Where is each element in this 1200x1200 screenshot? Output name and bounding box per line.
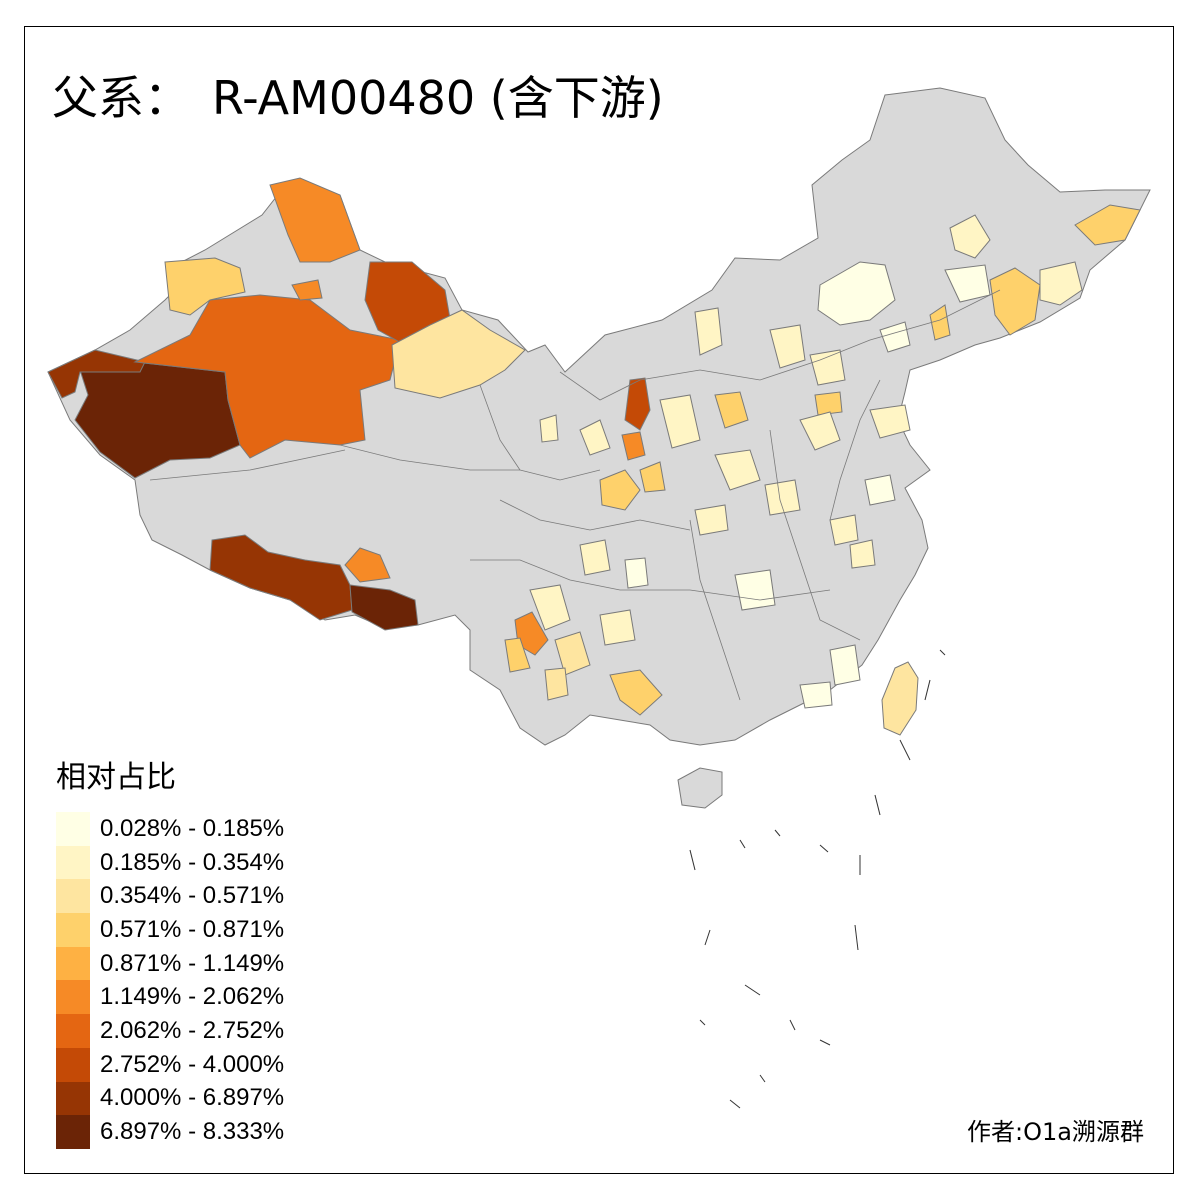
hainan-island — [677, 767, 723, 809]
region-baotou — [694, 307, 723, 356]
legend-label: 0.871% - 1.149% — [100, 949, 285, 977]
region-shandong-west — [799, 411, 841, 451]
legend-swatch — [56, 812, 90, 846]
title-main: R-AM00480 (含下游) — [212, 71, 664, 125]
region-liaoning-west — [929, 304, 951, 341]
region-shanxi-north — [714, 391, 749, 429]
legend-swatch — [56, 946, 90, 981]
legend-label: 0.028% - 0.185% — [100, 814, 285, 842]
legend-item: 0.185% - 0.354% — [56, 845, 285, 880]
region-yunnan-central — [554, 631, 591, 676]
region-gansu-central — [579, 419, 611, 456]
region-jiangsu-central — [864, 474, 896, 506]
legend-item: 2.752% - 4.000% — [56, 1047, 285, 1082]
region-guangdong — [799, 681, 833, 709]
region-anhui — [829, 514, 859, 546]
region-guangxi-west — [609, 669, 663, 716]
legend: 相对占比 0.028% - 0.185% 0.185% - 0.354% 0.354… — [56, 752, 284, 1149]
legend-item: 1.149% - 2.062% — [56, 980, 285, 1015]
region-aksu-bayingol — [133, 294, 401, 459]
legend-label: 4.000% - 6.897% — [100, 1084, 285, 1112]
legend-item: 0.028% - 0.185% — [56, 812, 284, 846]
legend-item: 4.000% - 6.897% — [56, 1081, 285, 1116]
title-prefix: 父系： — [52, 71, 190, 125]
region-sichuan-west — [529, 584, 571, 631]
region-sichuan-central — [579, 539, 611, 576]
legend-item: 6.897% - 8.333% — [56, 1115, 284, 1149]
region-guizhou — [599, 609, 636, 646]
region-liaoning-north — [1039, 261, 1083, 306]
taiwan-island — [881, 661, 919, 736]
legend-item: 0.871% - 1.149% — [56, 946, 285, 981]
region-jiangsu-south — [849, 539, 876, 569]
legend-swatch — [56, 913, 90, 947]
legend-swatch — [56, 845, 90, 880]
region-shannan — [349, 584, 419, 631]
legend-item: 2.062% - 2.752% — [56, 1014, 284, 1048]
region-hubei-north — [694, 504, 729, 536]
region-hebei-west — [769, 324, 806, 369]
region-lhasa — [344, 547, 391, 583]
region-haixi — [391, 309, 526, 399]
region-yunnan-west — [504, 637, 531, 673]
region-ili — [164, 257, 246, 316]
legend-swatch — [56, 1047, 90, 1082]
region-hunan — [734, 569, 776, 611]
region-shaanxi-east — [639, 461, 666, 493]
legend-label: 0.571% - 0.871% — [100, 915, 285, 943]
legend-item: 0.571% - 0.871% — [56, 913, 284, 947]
south-sea-islands — [689, 649, 946, 1109]
province-borders — [149, 289, 1001, 701]
region-hebei-central — [814, 391, 843, 416]
region-gansu-south — [539, 414, 559, 443]
region-kizilsu — [47, 349, 146, 399]
region-shandong-east — [869, 404, 911, 439]
region-ningxia — [621, 431, 646, 461]
legend-label: 1.149% - 2.062% — [100, 983, 285, 1011]
region-chongqing — [624, 557, 649, 589]
legend-label: 2.752% - 4.000% — [100, 1050, 285, 1078]
legend-label: 0.354% - 0.571% — [100, 882, 285, 910]
region-henan-central — [764, 479, 801, 516]
legend-swatch — [56, 1014, 90, 1048]
region-fujian — [829, 644, 861, 686]
legend-swatch — [56, 980, 90, 1015]
legend-swatch — [56, 1115, 90, 1149]
legend-rows: 0.028% - 0.185% 0.185% - 0.354% 0.354% - 0… — [56, 812, 284, 1149]
region-henan-north — [714, 449, 761, 491]
author-credit: 作者:O1a溯源群 — [967, 1118, 1144, 1146]
region-altay — [269, 177, 361, 263]
legend-title: 相对占比 — [56, 760, 176, 795]
region-ordos — [624, 377, 651, 431]
region-heilongjiang-east — [1074, 204, 1141, 246]
legend-swatch — [56, 879, 90, 914]
legend-swatch — [56, 1081, 90, 1116]
region-beijing-area — [809, 349, 846, 386]
region-turpan — [291, 279, 323, 301]
region-inner-mongolia-east — [817, 261, 896, 326]
legend-label: 6.897% - 8.333% — [100, 1118, 285, 1146]
region-jilin-central — [989, 267, 1041, 336]
region-shanxi-central — [659, 394, 701, 449]
legend-label: 2.062% - 2.752% — [100, 1016, 285, 1044]
legend-label: 0.185% - 0.354% — [100, 848, 285, 876]
region-shaanxi-central — [599, 469, 641, 511]
region-yunnan-south — [544, 667, 569, 701]
legend-item: 0.354% - 0.571% — [56, 879, 285, 914]
region-heilongjiang-west — [949, 214, 991, 259]
map-title: 父系： R-AM00480 (含下游) — [52, 62, 664, 128]
region-inner-mongolia-central — [879, 321, 911, 353]
